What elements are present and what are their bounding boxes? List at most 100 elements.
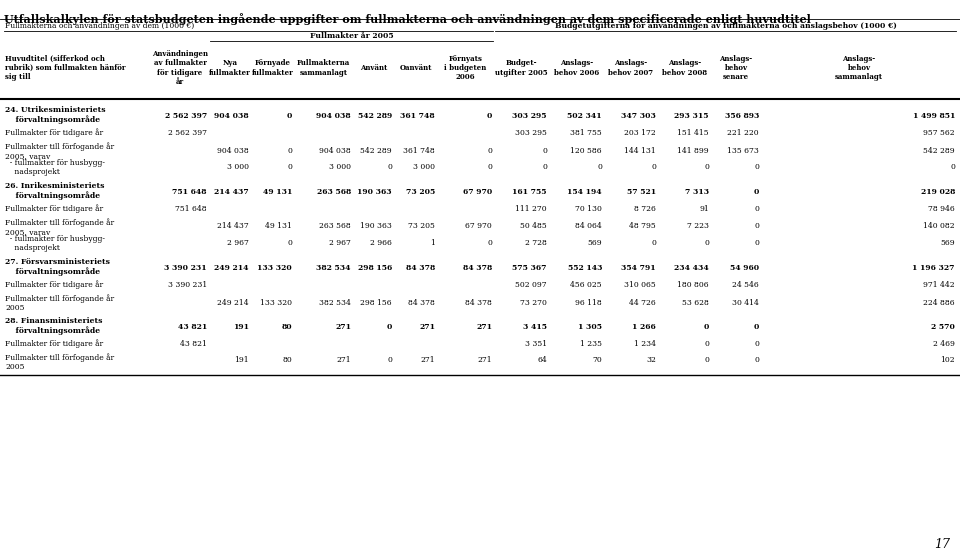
Text: 78 946: 78 946 bbox=[928, 205, 955, 213]
Text: 28. Finansministeriets
    förvaltningsområde: 28. Finansministeriets förvaltningsområd… bbox=[5, 317, 103, 335]
Text: 48 795: 48 795 bbox=[629, 222, 656, 230]
Text: 361 748: 361 748 bbox=[403, 147, 435, 155]
Text: 120 586: 120 586 bbox=[570, 147, 602, 155]
Text: 0: 0 bbox=[651, 239, 656, 247]
Text: Anslags-
behov 2006: Anslags- behov 2006 bbox=[554, 60, 599, 77]
Text: 0: 0 bbox=[755, 163, 759, 171]
Text: 0: 0 bbox=[597, 163, 602, 171]
Text: Användningen
av fullmakter
för tidigare
år: Användningen av fullmakter för tidigare … bbox=[152, 50, 208, 86]
Text: 2 570: 2 570 bbox=[931, 323, 955, 331]
Text: Anslags-
behov 2008: Anslags- behov 2008 bbox=[662, 60, 708, 77]
Text: 1 234: 1 234 bbox=[634, 340, 656, 348]
Text: 73 270: 73 270 bbox=[520, 299, 547, 307]
Text: Fullmakter för tidigare år: Fullmakter för tidigare år bbox=[5, 128, 103, 136]
Text: 70 130: 70 130 bbox=[575, 205, 602, 213]
Text: 1 499 851: 1 499 851 bbox=[913, 112, 955, 120]
Text: - fullmakter för husbygg-
    nadsprojekt: - fullmakter för husbygg- nadsprojekt bbox=[5, 235, 105, 252]
Text: 214 437: 214 437 bbox=[217, 222, 249, 230]
Text: 0: 0 bbox=[387, 356, 392, 364]
Text: 43 821: 43 821 bbox=[178, 323, 207, 331]
Text: 263 568: 263 568 bbox=[317, 188, 351, 196]
Text: 1: 1 bbox=[430, 239, 435, 247]
Text: 7 223: 7 223 bbox=[687, 222, 709, 230]
Text: 26. Inrikesministeriets
    förvaltningsområde: 26. Inrikesministeriets förvaltningsområ… bbox=[5, 182, 105, 200]
Text: 0: 0 bbox=[704, 239, 709, 247]
Text: 7 313: 7 313 bbox=[684, 188, 709, 196]
Text: 219 028: 219 028 bbox=[921, 188, 955, 196]
Text: 0: 0 bbox=[387, 323, 392, 331]
Text: 151 415: 151 415 bbox=[678, 129, 709, 137]
Text: 0: 0 bbox=[542, 147, 547, 155]
Text: 1 266: 1 266 bbox=[633, 323, 656, 331]
Text: 24 546: 24 546 bbox=[732, 281, 759, 289]
Text: 0: 0 bbox=[487, 239, 492, 247]
Text: 214 437: 214 437 bbox=[214, 188, 249, 196]
Text: 382 534: 382 534 bbox=[317, 264, 351, 272]
Text: 2 469: 2 469 bbox=[933, 340, 955, 348]
Text: 234 434: 234 434 bbox=[674, 264, 709, 272]
Text: 43 821: 43 821 bbox=[180, 340, 207, 348]
Text: 54 960: 54 960 bbox=[730, 264, 759, 272]
Text: 3 390 231: 3 390 231 bbox=[168, 281, 207, 289]
Text: 49 131: 49 131 bbox=[265, 222, 292, 230]
Text: 1 235: 1 235 bbox=[580, 340, 602, 348]
Text: 135 673: 135 673 bbox=[727, 147, 759, 155]
Text: 0: 0 bbox=[487, 112, 492, 120]
Text: 0: 0 bbox=[755, 222, 759, 230]
Text: 298 156: 298 156 bbox=[360, 299, 392, 307]
Text: 140 082: 140 082 bbox=[924, 222, 955, 230]
Text: 271: 271 bbox=[420, 356, 435, 364]
Text: 32: 32 bbox=[646, 356, 656, 364]
Text: 49 131: 49 131 bbox=[263, 188, 292, 196]
Text: 44 726: 44 726 bbox=[629, 299, 656, 307]
Text: 249 214: 249 214 bbox=[217, 299, 249, 307]
Text: 53 628: 53 628 bbox=[683, 299, 709, 307]
Text: 904 038: 904 038 bbox=[214, 112, 249, 120]
Text: 382 534: 382 534 bbox=[319, 299, 351, 307]
Text: Fullmakter för tidigare år: Fullmakter för tidigare år bbox=[5, 339, 103, 348]
Text: 542 289: 542 289 bbox=[924, 147, 955, 155]
Text: 3 415: 3 415 bbox=[523, 323, 547, 331]
Text: 3 351: 3 351 bbox=[525, 340, 547, 348]
Text: 271: 271 bbox=[419, 323, 435, 331]
Text: 84 064: 84 064 bbox=[575, 222, 602, 230]
Text: 347 303: 347 303 bbox=[621, 112, 656, 120]
Text: 96 118: 96 118 bbox=[575, 299, 602, 307]
Text: 3 000: 3 000 bbox=[413, 163, 435, 171]
Text: 0: 0 bbox=[755, 239, 759, 247]
Text: 133 320: 133 320 bbox=[257, 264, 292, 272]
Text: 0: 0 bbox=[542, 163, 547, 171]
Text: 67 970: 67 970 bbox=[466, 222, 492, 230]
Text: 356 893: 356 893 bbox=[725, 112, 759, 120]
Text: Budgetutgifterna för användningen av fullmakterna och anslagsbehov (1000 €): Budgetutgifterna för användningen av ful… bbox=[555, 22, 897, 30]
Text: 180 806: 180 806 bbox=[678, 281, 709, 289]
Text: 502 097: 502 097 bbox=[516, 281, 547, 289]
Text: 1 196 327: 1 196 327 bbox=[913, 264, 955, 272]
Text: Fullmakter till förfogande år
2005: Fullmakter till förfogande år 2005 bbox=[5, 294, 114, 312]
Text: 2 562 397: 2 562 397 bbox=[165, 112, 207, 120]
Text: Anslags-
behov
sammanlagt: Anslags- behov sammanlagt bbox=[835, 55, 883, 81]
Text: 542 289: 542 289 bbox=[360, 147, 392, 155]
Text: 84 378: 84 378 bbox=[463, 264, 492, 272]
Text: Fullmakter för tidigare år: Fullmakter för tidigare år bbox=[5, 280, 103, 289]
Text: 80: 80 bbox=[281, 323, 292, 331]
Text: 111 270: 111 270 bbox=[516, 205, 547, 213]
Text: Anslags-
behov 2007: Anslags- behov 2007 bbox=[609, 60, 654, 77]
Text: 263 568: 263 568 bbox=[320, 222, 351, 230]
Text: Fullmakter till förfogande år
2005: Fullmakter till förfogande år 2005 bbox=[5, 353, 114, 371]
Text: 957 562: 957 562 bbox=[924, 129, 955, 137]
Text: 80: 80 bbox=[282, 356, 292, 364]
Text: Fullmakter för tidigare år: Fullmakter för tidigare år bbox=[5, 204, 103, 213]
Text: 271: 271 bbox=[336, 356, 351, 364]
Text: 552 143: 552 143 bbox=[567, 264, 602, 272]
Text: 0: 0 bbox=[287, 239, 292, 247]
Text: Huvudtitel (sifferkod och
rubrik) som fullmakten hänför
sig till: Huvudtitel (sifferkod och rubrik) som fu… bbox=[5, 55, 126, 81]
Text: 904 038: 904 038 bbox=[217, 147, 249, 155]
Text: Förnyade
fullmakter: Förnyade fullmakter bbox=[252, 60, 294, 77]
Text: 191: 191 bbox=[234, 356, 249, 364]
Text: 190 363: 190 363 bbox=[360, 222, 392, 230]
Text: 24. Utrikesministeriets
    förvaltningsområde: 24. Utrikesministeriets förvaltningsområ… bbox=[5, 106, 106, 124]
Text: Utfallskalkylen för statsbudgeten ingående uppgifter om fullmakterna och användn: Utfallskalkylen för statsbudgeten ingåen… bbox=[4, 13, 811, 25]
Text: 161 755: 161 755 bbox=[513, 188, 547, 196]
Text: 904 038: 904 038 bbox=[320, 147, 351, 155]
